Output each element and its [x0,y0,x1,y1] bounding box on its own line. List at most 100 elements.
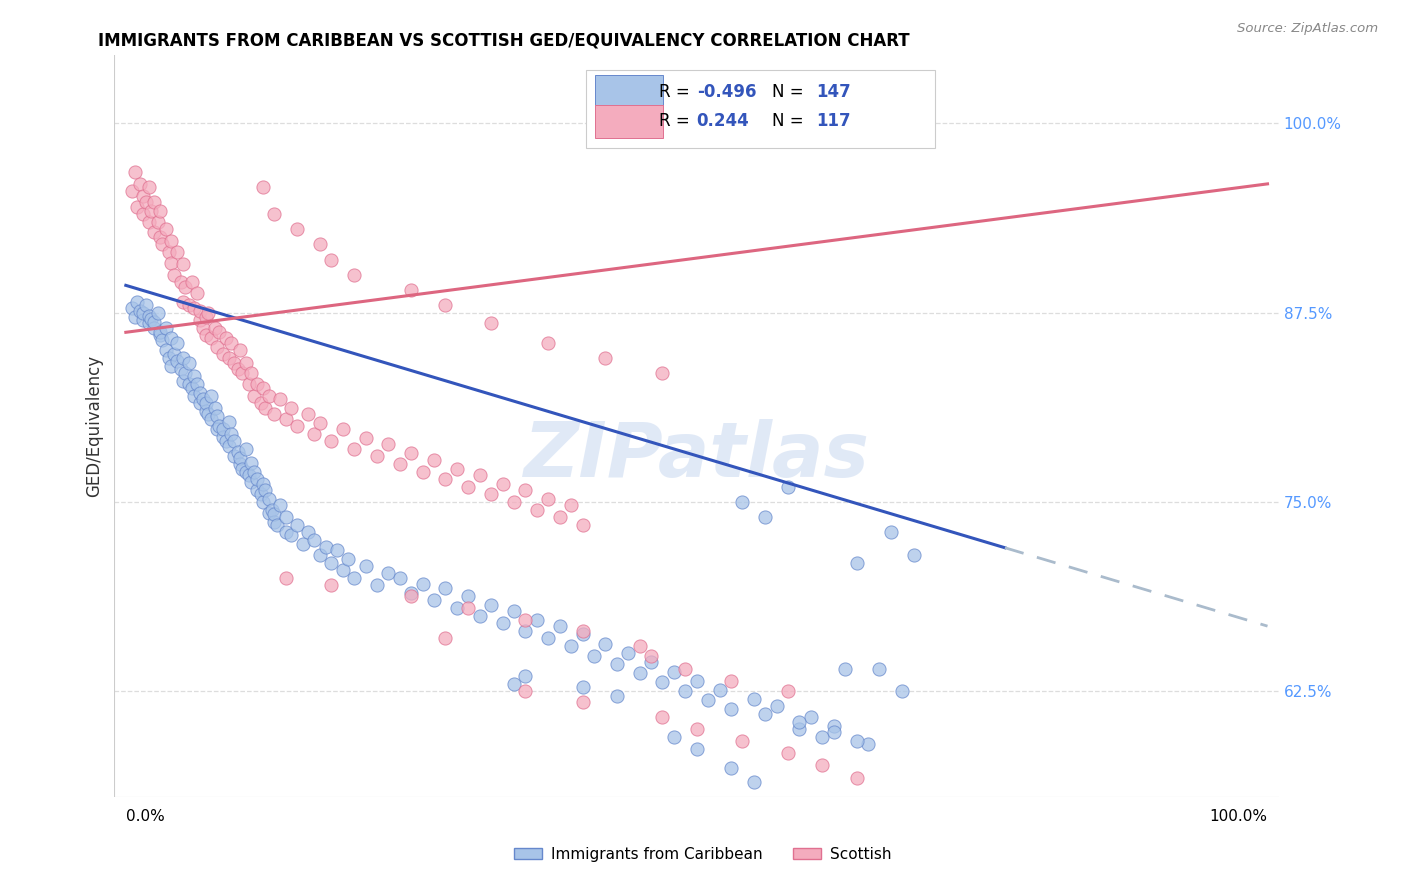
Point [811,758,834,772]
Point [302,533,325,547]
Point [169,361,191,376]
FancyBboxPatch shape [595,75,662,109]
Point [880,525,903,540]
Point [845,771,868,785]
Point [212,346,235,360]
Point [673,684,696,698]
Point [149,204,172,219]
Point [274,510,297,524]
Point [172,351,194,365]
Point [754,706,776,721]
Point [252,495,274,509]
Point [200,389,222,403]
Text: R =: R = [659,82,696,101]
Point [446,601,468,615]
Point [224,434,246,449]
Point [235,355,257,369]
Point [193,392,215,406]
Point [252,180,274,194]
Text: N =: N = [772,82,810,101]
Text: N =: N = [772,112,810,130]
Point [132,305,155,319]
Point [388,457,411,471]
Point [224,355,246,369]
Point [150,333,173,347]
Point [121,185,143,199]
Point [219,426,242,441]
Point [491,476,513,491]
Point [246,483,269,497]
Point [205,341,228,355]
Point [503,676,526,690]
Point [219,335,242,350]
Point [181,381,204,395]
Point [457,601,479,615]
Point [595,637,617,651]
Point [204,320,226,334]
Point [174,366,197,380]
Point [138,215,160,229]
Point [200,411,222,425]
Point [503,495,526,509]
Text: 117: 117 [817,112,851,130]
Point [149,328,172,343]
Point [166,354,188,368]
Point [285,517,308,532]
Point [789,722,811,736]
Point [754,510,776,524]
Point [208,326,231,340]
Point [172,295,194,310]
Point [269,498,291,512]
Point [226,445,249,459]
Point [457,589,479,603]
Point [266,517,288,532]
Point [731,495,754,509]
Point [215,331,238,345]
Point [274,525,297,540]
Point [571,695,593,709]
Point [194,404,217,418]
Point [332,563,354,577]
Text: -0.496: -0.496 [696,82,756,101]
Point [526,613,548,627]
Point [446,461,468,475]
Point [891,684,914,698]
Point [138,316,160,330]
Point [183,301,205,315]
Point [188,313,211,327]
Point [257,506,280,520]
Point [434,632,457,646]
Point [280,528,302,542]
Point [628,666,651,681]
Point [263,207,285,221]
Point [606,657,628,671]
Point [776,480,799,494]
Point [297,525,319,540]
Text: ZIPatlas: ZIPatlas [523,419,870,493]
Point [515,624,537,638]
Point [326,543,349,558]
Point [302,426,325,441]
Point [309,548,332,562]
Point [177,355,200,369]
Point [332,422,354,436]
Point [479,598,502,612]
Point [138,309,160,323]
Point [343,268,366,282]
Point [571,624,593,638]
Point [188,304,211,318]
Point [731,734,754,748]
Point [765,699,787,714]
Point [242,389,264,403]
Point [194,396,217,410]
Point [155,320,177,334]
Point [249,487,271,501]
Point [183,389,205,403]
Point [537,335,560,350]
Point [423,593,446,607]
Point [515,613,537,627]
FancyBboxPatch shape [586,70,935,148]
Point [697,693,720,707]
Point [197,407,219,421]
Point [309,416,332,430]
